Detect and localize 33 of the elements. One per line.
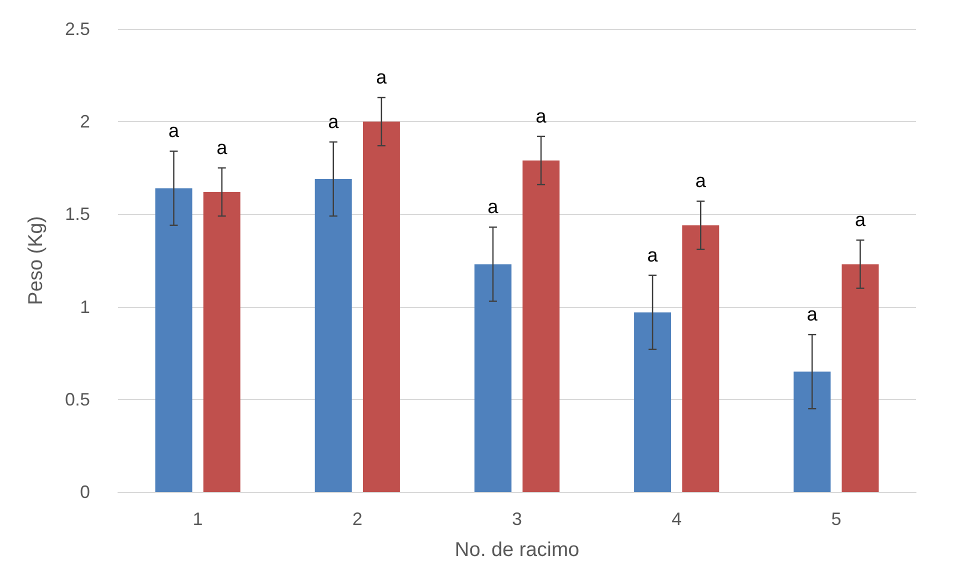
bar xyxy=(794,372,831,492)
data-label: a xyxy=(854,210,866,232)
data-label: a xyxy=(168,121,180,142)
y-axis-title: Peso (Kg) xyxy=(25,216,47,305)
y-tick-label: 2 xyxy=(80,112,90,132)
x-tick-label: 4 xyxy=(672,509,682,529)
bar xyxy=(203,192,240,492)
x-tick-label: 5 xyxy=(831,509,842,529)
bar xyxy=(522,160,560,492)
x-axis-title: No. de racimo xyxy=(454,539,580,561)
data-label: a xyxy=(806,304,818,326)
bar xyxy=(634,312,672,492)
data-label: a xyxy=(488,197,499,218)
bar xyxy=(474,264,512,492)
data-label: a xyxy=(328,112,340,133)
y-tick-label: 1 xyxy=(80,296,90,317)
x-tick-label: 3 xyxy=(512,509,522,529)
data-label: a xyxy=(376,68,388,89)
bar xyxy=(682,225,720,492)
x-tick-label: 1 xyxy=(192,509,203,529)
y-tick-label: 1.5 xyxy=(64,204,90,224)
data-label: a xyxy=(647,245,658,266)
x-tick-label: 2 xyxy=(352,509,362,529)
data-label: a xyxy=(536,106,547,128)
data-label: a xyxy=(216,138,228,159)
bar xyxy=(314,179,352,492)
bar xyxy=(155,188,192,492)
data-label: a xyxy=(695,171,706,192)
y-tick-label: 0 xyxy=(80,482,90,502)
bar xyxy=(842,264,879,492)
y-tick-label: 0.5 xyxy=(64,389,90,410)
bar xyxy=(362,122,400,492)
y-tick-label: 2.5 xyxy=(64,19,90,39)
